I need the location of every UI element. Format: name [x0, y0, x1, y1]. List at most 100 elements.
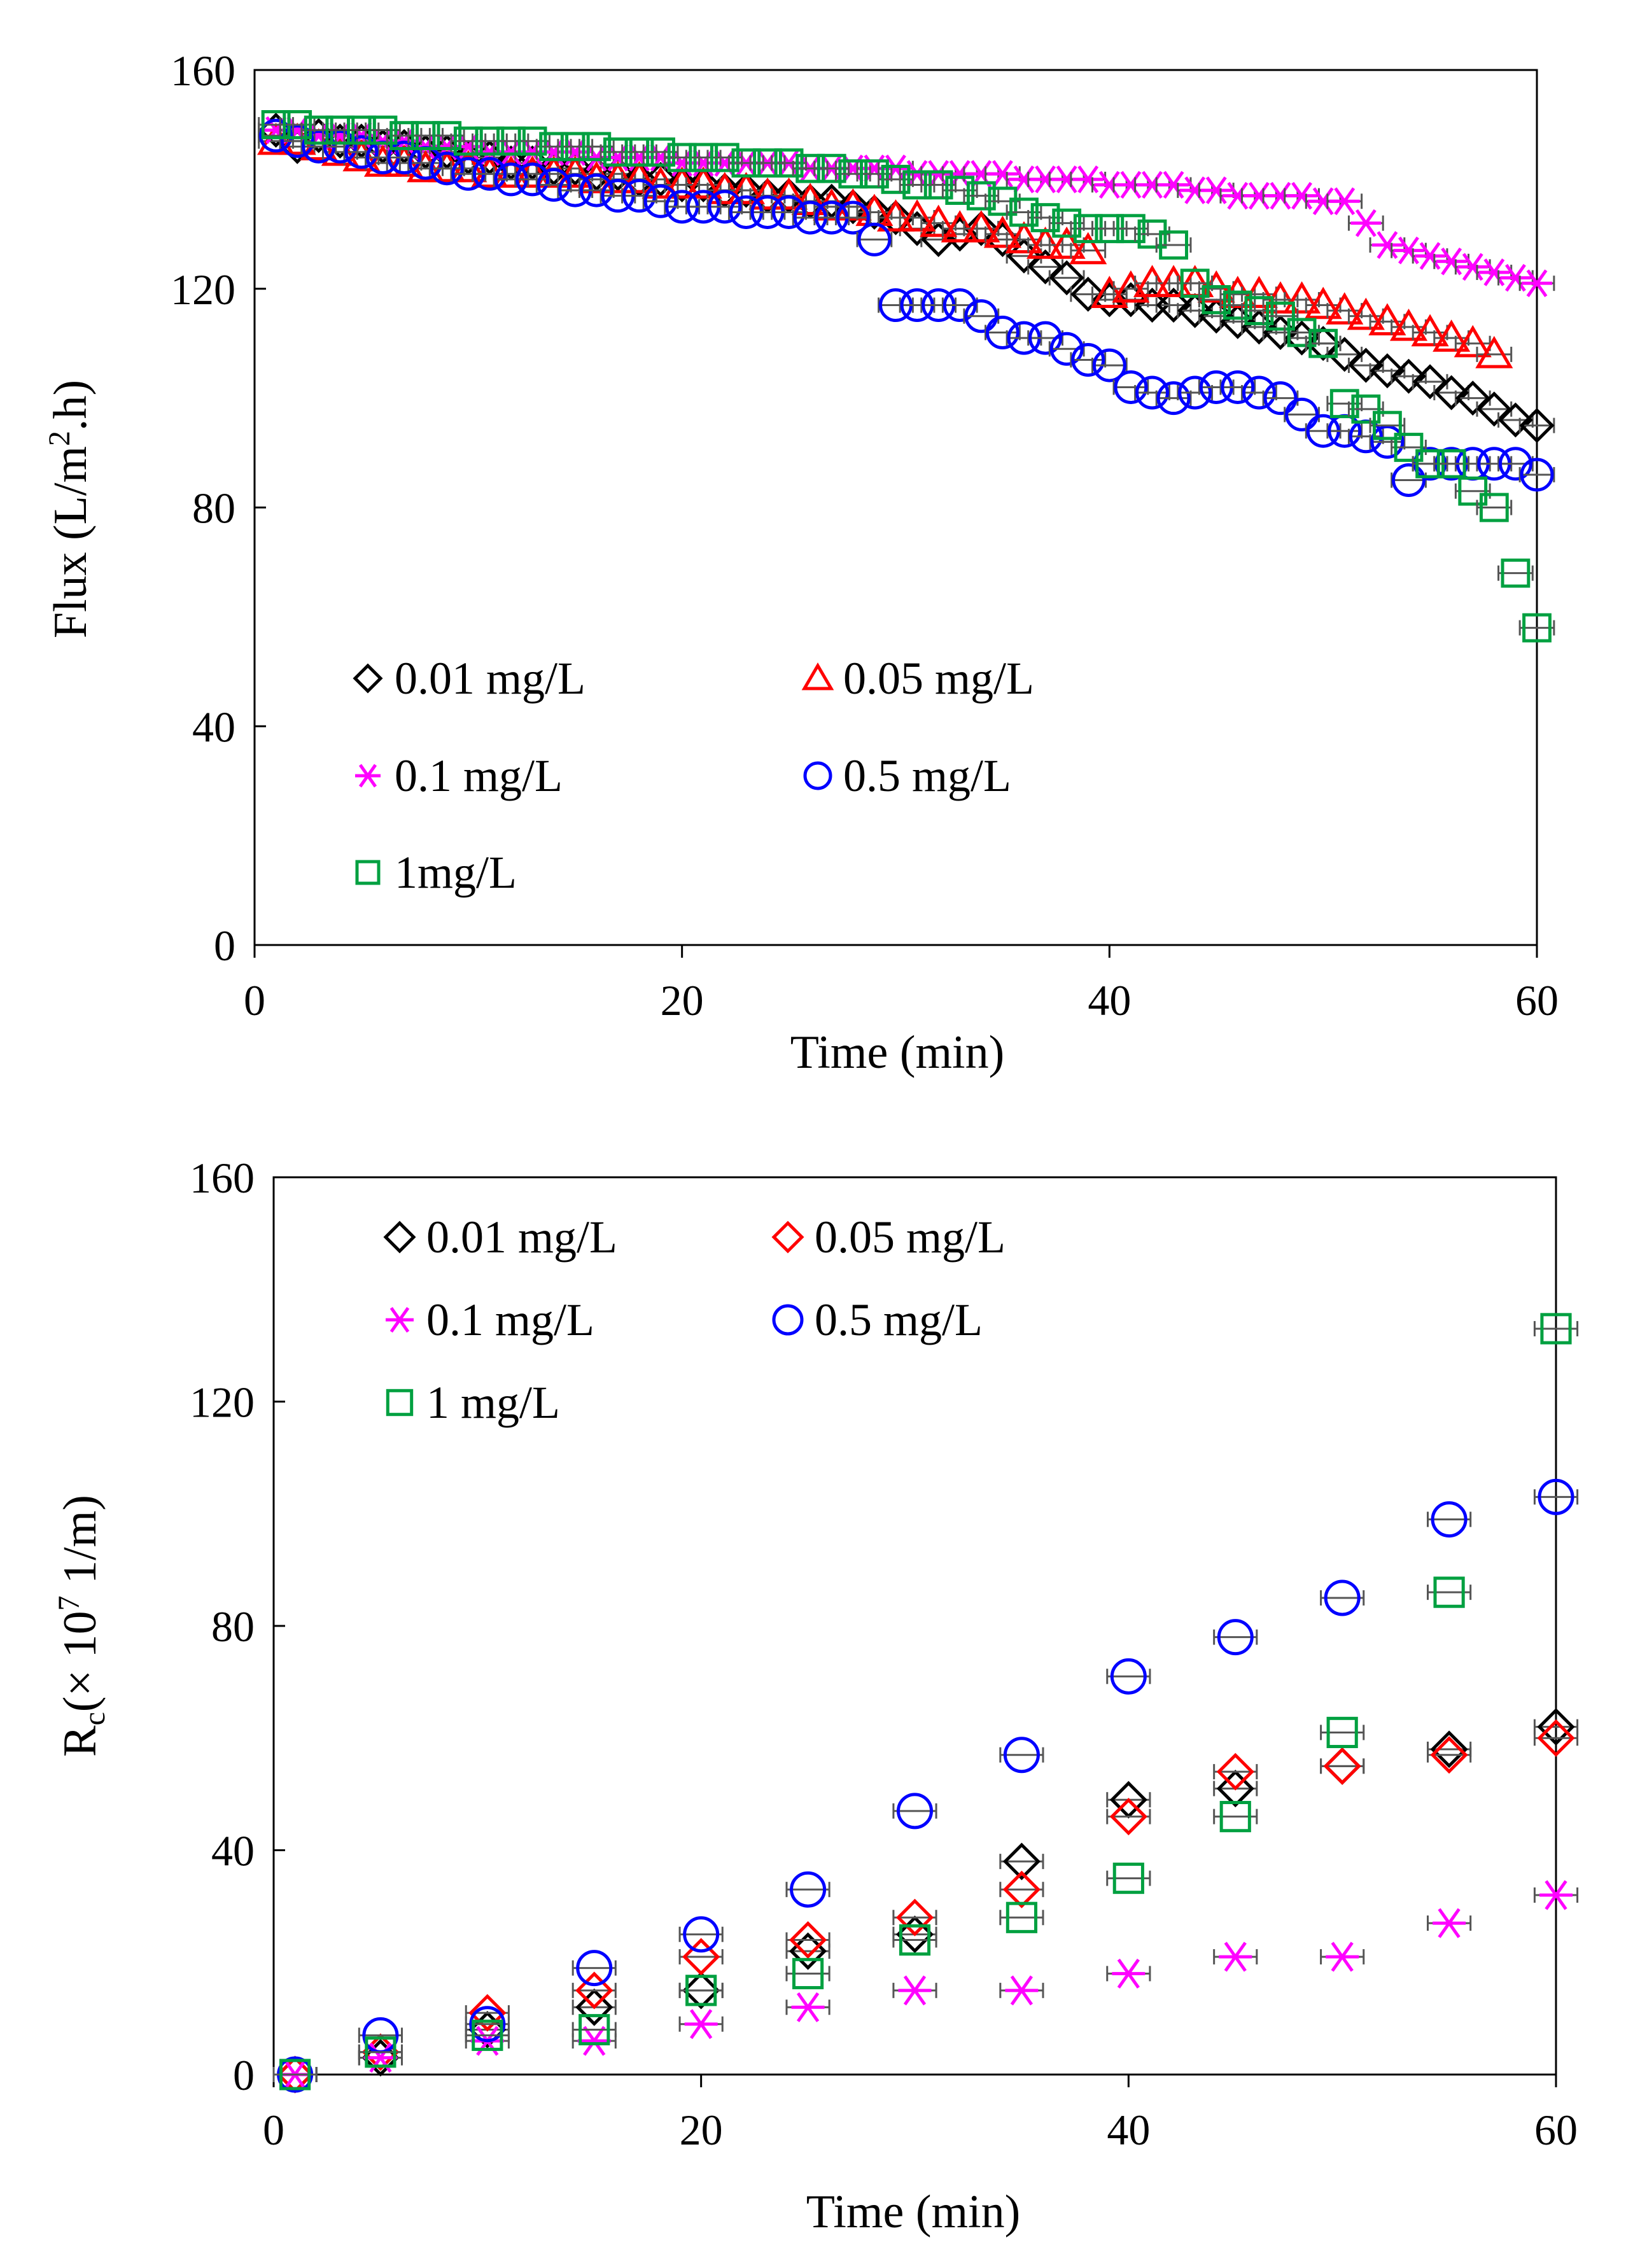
- data-point: [1540, 1313, 1572, 1345]
- data-point: [962, 210, 1000, 242]
- data-point: [1030, 203, 1060, 232]
- data-point: [1158, 171, 1189, 199]
- data-point: [685, 1975, 717, 2006]
- x-tick-label: 40: [1088, 976, 1131, 1025]
- flux-legend-label: 0.1 mg/L: [395, 750, 563, 801]
- error-bar: [678, 1926, 724, 1942]
- data-point: [1389, 308, 1428, 341]
- data-point: [1497, 402, 1533, 438]
- y-tick-label: 40: [211, 1827, 255, 1875]
- x-tick-label: 0: [263, 2106, 284, 2154]
- data-point: [515, 145, 550, 181]
- flux-data-marks: [257, 110, 1555, 643]
- legend-marker-asterisk: [355, 764, 381, 788]
- flux-legend-label: 0.01 mg/L: [395, 653, 585, 704]
- data-point: [1217, 1619, 1254, 1656]
- data-point: [1133, 265, 1172, 297]
- data-point: [1392, 463, 1426, 498]
- data-point: [643, 162, 678, 197]
- error-bar: [999, 1882, 1044, 1898]
- data-point: [1114, 370, 1148, 404]
- data-point: [1411, 314, 1449, 347]
- data-point: [791, 183, 829, 215]
- y-tick-label: 120: [171, 265, 235, 314]
- flux-legend-label: 1mg/L: [395, 847, 517, 898]
- data-point: [1216, 1770, 1254, 1808]
- data-point: [1522, 613, 1552, 643]
- error-bar: [1476, 346, 1513, 362]
- data-point: [895, 1898, 934, 1936]
- data-point: [1327, 337, 1363, 372]
- flux-legend-label: 0.5 mg/L: [843, 750, 1011, 801]
- data-point: [1003, 1737, 1040, 1774]
- error-bar: [1533, 1730, 1579, 1746]
- data-point: [895, 1915, 934, 1954]
- data-point: [1329, 187, 1360, 216]
- error-bar: [834, 210, 871, 226]
- flux-legend-item-0.1: 0.1 mg/L: [395, 750, 563, 801]
- flux-legend: 0.01 mg/L 0.05 mg/L 0.1 mg/L 0.5 mg/L 1m…: [353, 653, 1034, 898]
- data-point: [897, 1793, 933, 1830]
- data-point: [814, 183, 850, 219]
- flux-legend-item-0.05: 0.05 mg/L: [843, 653, 1034, 704]
- data-point: [728, 172, 764, 208]
- data-point: [1394, 433, 1424, 462]
- data-point: [1028, 249, 1063, 284]
- data-point: [876, 199, 915, 232]
- data-point: [710, 143, 739, 172]
- data-point: [945, 176, 975, 205]
- data-point: [646, 137, 675, 167]
- data-point: [1220, 304, 1256, 339]
- data-point: [469, 2006, 506, 2043]
- data-point: [1283, 281, 1321, 314]
- error-bar: [1284, 407, 1320, 423]
- data-point: [472, 2019, 503, 2051]
- data-point: [1457, 253, 1489, 281]
- data-point: [792, 1957, 824, 1989]
- y-tick-label: 120: [190, 1378, 255, 1427]
- data-point: [1415, 242, 1446, 270]
- resistance-x-axis-title: Time (min): [806, 2186, 1020, 2238]
- data-point: [771, 178, 807, 214]
- data-point: [387, 141, 421, 174]
- series-1-mg-L: [272, 1313, 1579, 2090]
- data-point: [943, 288, 977, 323]
- data-point: [1244, 296, 1274, 326]
- data-point: [923, 170, 953, 200]
- data-point: [575, 1988, 613, 2026]
- data-point: [682, 1938, 720, 1976]
- data-point: [1198, 298, 1234, 334]
- x-tick-label: 40: [1107, 2106, 1150, 2154]
- data-point: [430, 151, 464, 186]
- data-point: [1180, 269, 1210, 298]
- data-point: [1137, 219, 1167, 249]
- resistance-legend-markers: [383, 1221, 804, 1417]
- data-point: [920, 204, 958, 237]
- y-tick-label: 0: [233, 2051, 255, 2099]
- data-point: [283, 110, 312, 139]
- data-point: [1052, 208, 1082, 238]
- data-point: [748, 177, 787, 210]
- data-point: [881, 164, 911, 194]
- data-point: [1263, 314, 1298, 351]
- data-point: [344, 135, 379, 169]
- legend-marker-circle: [772, 1304, 804, 1336]
- data-point: [1202, 285, 1231, 314]
- data-point: [1110, 1658, 1147, 1695]
- data-point: [1069, 232, 1107, 265]
- data-point: [1537, 1708, 1575, 1746]
- error-bar: [1518, 466, 1555, 482]
- data-point: [579, 173, 613, 207]
- data-point: [898, 1975, 932, 2006]
- data-point: [1263, 381, 1298, 416]
- data-point: [941, 210, 979, 242]
- resistance-legend-label: 1 mg/L: [426, 1377, 560, 1428]
- error-bar: [785, 1882, 831, 1898]
- legend-marker-diamond: [771, 1221, 804, 1254]
- x-tick-label: 60: [1534, 2106, 1578, 2154]
- data-point: [432, 121, 462, 151]
- data-point: [1006, 1901, 1038, 1933]
- data-point: [1159, 230, 1188, 260]
- data-point: [1454, 325, 1492, 358]
- data-point: [1109, 1798, 1147, 1836]
